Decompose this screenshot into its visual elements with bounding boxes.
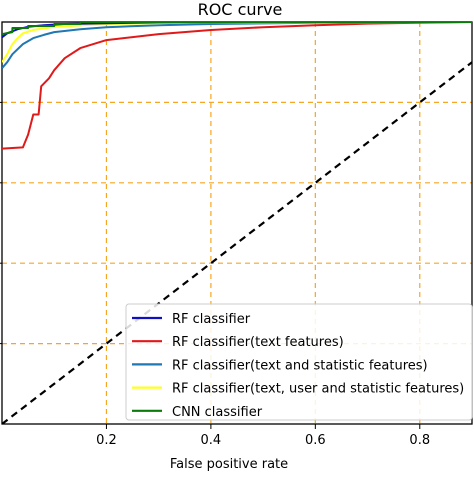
x-axis-label: False positive rate	[170, 457, 288, 472]
x-tick-label-3: 0.8	[409, 433, 430, 448]
legend-box	[125, 303, 473, 421]
legend-label-1: RF classifier(text features)	[172, 335, 344, 350]
chart-title: ROC curve	[198, 0, 283, 19]
series-line-2	[2, 22, 472, 69]
x-tick-label-1: 0.4	[201, 433, 222, 448]
x-tick-label-0: 0.2	[96, 433, 117, 448]
chance-diagonal-line	[2, 61, 472, 424]
x-tick-label-2: 0.6	[305, 433, 326, 448]
series-line-1	[2, 22, 472, 150]
legend-label-3: RF classifier(text, user and statistic f…	[172, 382, 464, 397]
legend-label-0: RF classifier	[172, 312, 251, 327]
series-line-4	[2, 22, 472, 36]
legend-label-4: CNN classifier	[172, 405, 263, 420]
legend-label-2: RF classifier(text and statistic feature…	[172, 358, 428, 373]
